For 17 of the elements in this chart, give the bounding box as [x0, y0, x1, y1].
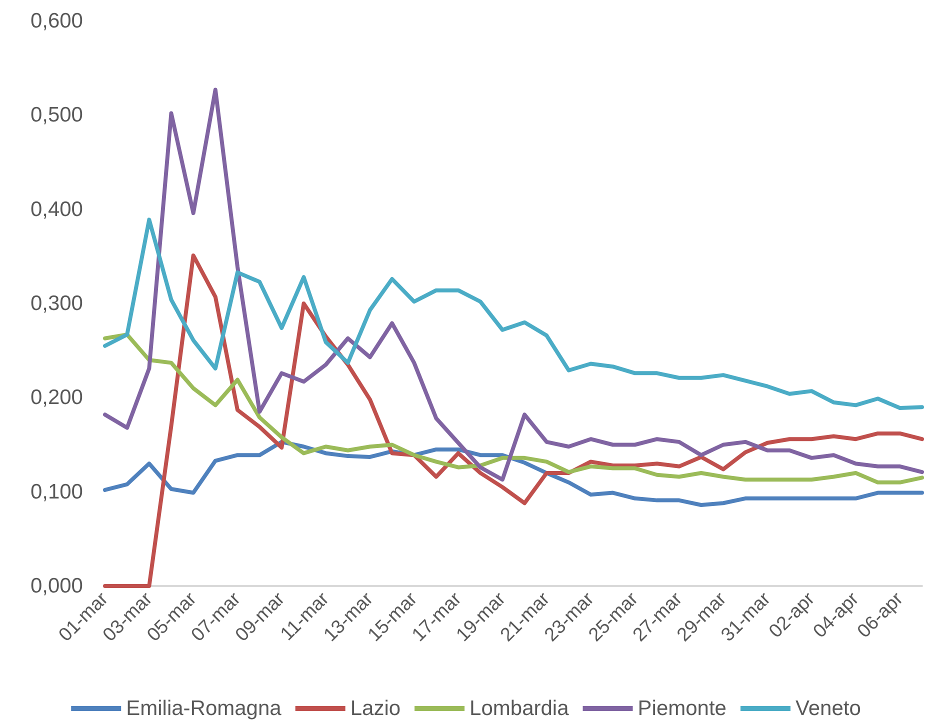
line-series: [103, 218, 924, 410]
line-series: [103, 253, 924, 588]
y-tick-label: 0,100: [30, 480, 83, 504]
y-tick-label: 0,200: [30, 386, 83, 410]
legend-label: Lombardia: [470, 697, 570, 720]
legend-label: Emilia-Romagna: [126, 697, 282, 720]
line-series: [103, 332, 924, 484]
line-series: [103, 88, 924, 482]
y-tick-label: 0,500: [30, 104, 83, 127]
y-tick-label: 0,300: [30, 292, 83, 315]
legend-label: Lazio: [350, 697, 401, 720]
y-tick-label: 0,600: [30, 10, 83, 32]
y-tick-label: 0,000: [30, 574, 83, 598]
line-series: [103, 440, 924, 508]
y-tick-label: 0,400: [30, 198, 83, 221]
legend-label: Veneto: [795, 697, 861, 720]
legend-label: Piemonte: [638, 697, 726, 720]
